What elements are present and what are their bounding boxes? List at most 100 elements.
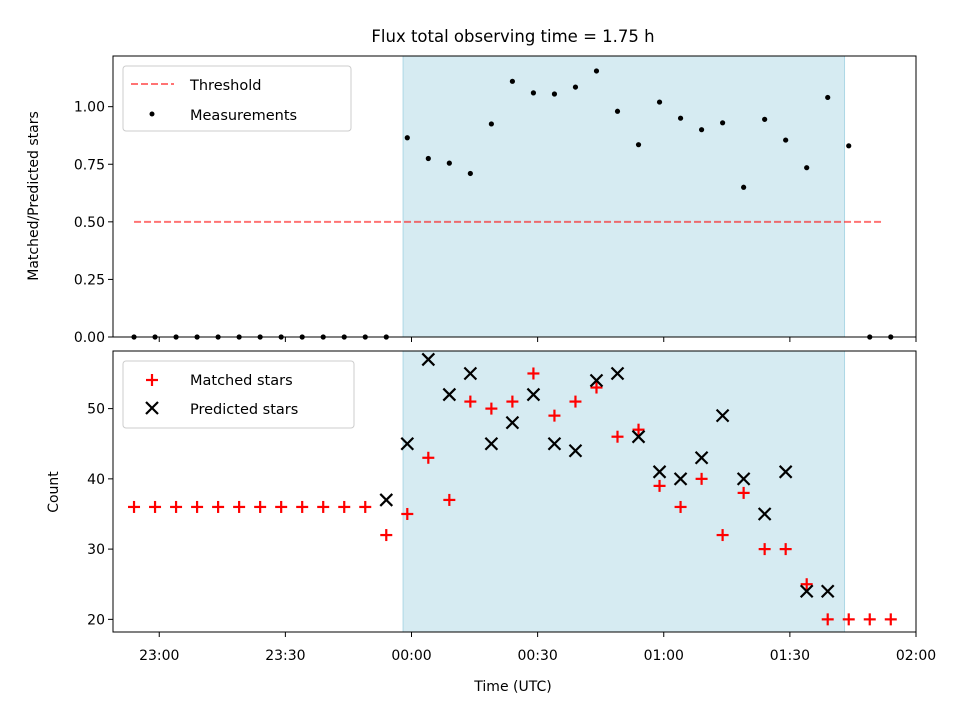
flux-ratio-panel: 0.00 0.25 0.50 0.75 1.00 Flux total observin…: [26, 27, 917, 346]
measurement-point: [825, 94, 831, 101]
predicted-star-marker: [400, 436, 415, 451]
measurement-point: [635, 142, 642, 148]
matched-star-marker: [527, 367, 540, 380]
top-y-axis-ticks: 0.00 0.25 0.50 0.75 1.00: [74, 100, 113, 346]
measurement-point: [762, 116, 768, 122]
matched-star-marker: [842, 613, 855, 626]
matched-star-marker: [569, 395, 582, 408]
chart-title: Flux total observing time = 1.75 h: [371, 27, 654, 46]
y-tick-label: 0.75: [74, 157, 105, 173]
measurement-point: [741, 184, 747, 190]
measurement-point: [698, 127, 705, 133]
predicted-star-marker: [589, 373, 604, 388]
matched-star-marker: [233, 500, 246, 513]
y-tick-label: 0.00: [74, 330, 105, 346]
x-tick-label: 00:00: [391, 648, 431, 664]
legend-predicted-label: Predicted stars: [190, 402, 298, 418]
matched-star-marker: [674, 500, 687, 513]
y-tick-label: 0.50: [74, 215, 105, 231]
measurement-point: [804, 165, 810, 171]
matched-star-marker: [716, 529, 729, 542]
matched-star-marker: [821, 613, 834, 626]
measurement-point: [614, 108, 621, 114]
matched-star-marker: [800, 578, 813, 591]
matched-star-marker: [359, 500, 372, 513]
predicted-star-marker: [484, 436, 499, 451]
observing-window-band: [402, 55, 846, 338]
matched-stars-series: [128, 367, 897, 626]
predicted-star-marker: [715, 408, 730, 423]
x-tick-label: 01:00: [644, 648, 684, 664]
matched-star-marker: [149, 500, 162, 513]
x-tick-label: 00:30: [517, 648, 557, 664]
x-tick-label: 23:30: [265, 648, 305, 664]
bottom-legend: Matched stars Predicted stars: [122, 360, 355, 429]
measurement-point: [572, 84, 579, 90]
x-tick-label: 01:30: [770, 648, 810, 664]
measurement-point: [783, 137, 789, 143]
predicted-star-marker: [778, 465, 793, 479]
x-tick-label: 23:00: [139, 648, 179, 664]
predicted-star-marker: [463, 366, 478, 381]
star-count-panel: 20 30 40 50 23:00 23:30 00:00 00:30 01:00 01:30 0…: [46, 350, 936, 695]
measurement-point: [446, 160, 452, 166]
matched-star-marker: [884, 613, 897, 626]
predicted-star-marker: [526, 387, 541, 402]
matched-star-marker: [191, 500, 204, 513]
matched-star-marker: [506, 395, 519, 408]
top-legend-box: [122, 65, 352, 132]
legend-matched-label: Matched stars: [190, 373, 293, 389]
matched-star-marker: [275, 500, 288, 513]
matched-star-marker: [485, 402, 498, 415]
legend-predicted-swatch: [145, 401, 159, 415]
bottom-legend-box: [122, 360, 355, 429]
matched-star-marker: [212, 500, 225, 513]
predicted-star-marker: [652, 465, 667, 479]
matched-star-marker: [401, 507, 414, 520]
y-tick-label: 40: [87, 472, 105, 488]
top-plot-frame: [112, 55, 917, 338]
matched-star-marker: [296, 500, 309, 513]
y-tick-label: 30: [87, 542, 105, 558]
predicted-star-marker: [505, 415, 520, 430]
legend-measurements-label: Measurements: [190, 108, 297, 124]
top-legend: Threshold Measurements: [122, 65, 352, 132]
matched-star-marker: [254, 500, 267, 513]
measurement-point: [593, 68, 600, 74]
predicted-star-marker: [421, 352, 436, 367]
predicted-star-marker: [442, 387, 457, 402]
legend-matched-swatch: [146, 374, 158, 386]
matched-star-marker: [443, 493, 456, 506]
predicted-star-marker: [799, 584, 814, 599]
legend-measurements-swatch: [149, 111, 155, 117]
measurement-point: [530, 90, 537, 96]
measurement-point: [677, 115, 684, 121]
legend-threshold-label: Threshold: [189, 78, 261, 94]
matched-star-marker: [464, 395, 477, 408]
matched-star-marker: [590, 381, 603, 394]
top-x-axis-ticks: [158, 337, 917, 342]
matched-star-marker: [548, 409, 561, 422]
matched-star-marker: [170, 500, 183, 513]
predicted-star-marker: [757, 507, 772, 521]
x-axis-label: Time (UTC): [473, 679, 551, 695]
bottom-y-axis-ticks: 20 30 40 50: [87, 402, 113, 628]
measurement-point: [656, 99, 663, 105]
predicted-star-marker: [631, 429, 646, 444]
predicted-star-marker: [673, 472, 688, 486]
x-tick-label: 02:00: [896, 648, 936, 664]
predicted-star-marker: [610, 366, 625, 381]
predicted-star-marker: [820, 584, 835, 599]
predicted-star-marker: [694, 451, 709, 465]
matched-star-marker: [653, 479, 666, 492]
bottom-plot-frame: [112, 350, 917, 633]
measurement-point: [720, 120, 726, 126]
measurement-point: [551, 91, 558, 97]
matched-star-marker: [317, 500, 330, 513]
matched-star-marker: [695, 472, 708, 485]
matched-star-marker: [737, 486, 750, 499]
predicted-star-marker: [379, 493, 394, 507]
matched-star-marker: [422, 451, 435, 464]
top-y-axis-label: Matched/Predicted stars: [26, 111, 42, 281]
